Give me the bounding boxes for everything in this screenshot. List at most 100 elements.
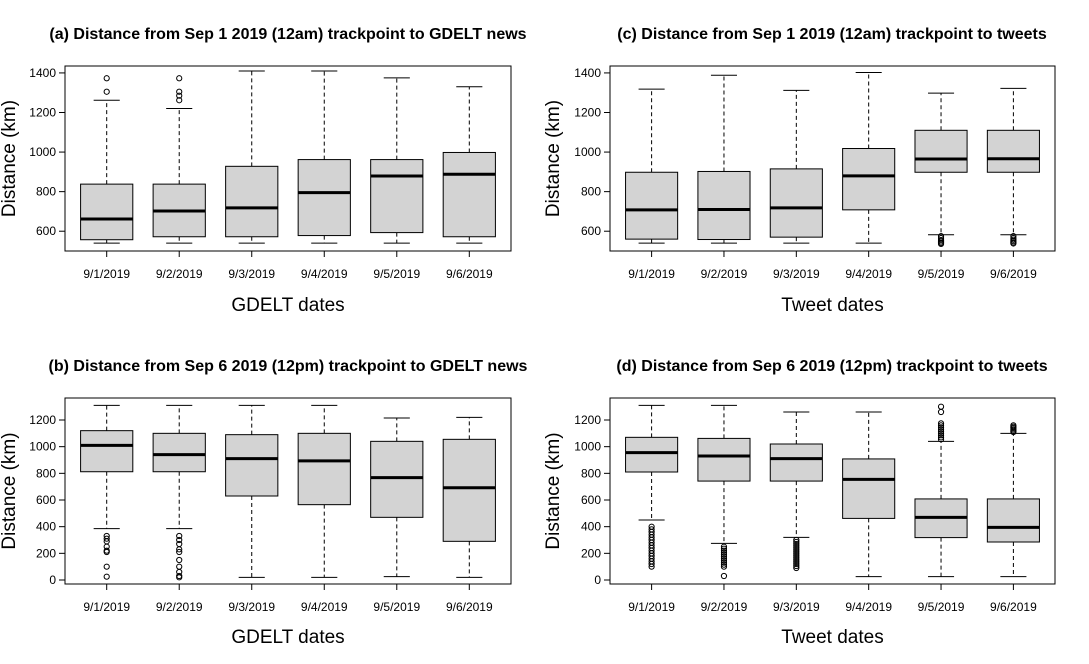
box-9-3-2019 (225, 404, 279, 578)
outlier-point (176, 532, 183, 540)
outlier-point (720, 549, 728, 556)
x-tick-label: 9/2/2019 (156, 267, 203, 281)
y-tick-label: 800 (36, 185, 56, 199)
box-9-4-2019 (842, 411, 896, 578)
x-axis-label: GDELT dates (231, 627, 344, 648)
outlier-point (720, 547, 728, 554)
x-tick-label: 9/1/2019 (628, 600, 675, 614)
box-iqr (225, 165, 279, 238)
box-9-2-2019 (697, 74, 751, 244)
x-tick-label: 9/4/2019 (845, 600, 892, 614)
x-tick-label: 9/3/2019 (773, 267, 820, 281)
y-tick-label: 1000 (29, 440, 56, 454)
chart-title: (a) Distance from Sep 1 2019 (12am) trac… (49, 26, 526, 43)
y-tick-label: 1000 (574, 440, 601, 454)
x-tick-label: 9/6/2019 (990, 267, 1037, 281)
x-tick-label: 9/3/2019 (228, 267, 275, 281)
box-iqr (986, 498, 1040, 543)
x-tick-label: 9/4/2019 (301, 267, 348, 281)
box-9-6-2019 (986, 87, 1040, 247)
outlier-point (793, 544, 800, 552)
outlier-point (720, 553, 728, 560)
outlier-point (176, 75, 183, 82)
outlier-point (937, 426, 945, 433)
outlier-point (176, 92, 183, 99)
box-iqr (842, 148, 896, 211)
outlier-point (720, 543, 728, 550)
outlier-point (720, 561, 728, 568)
box-iqr (297, 432, 351, 506)
box-9-2-2019 (152, 404, 206, 581)
outlier-point (793, 536, 800, 544)
outlier-point (103, 548, 110, 556)
box-9-1-2019 (80, 75, 134, 244)
x-tick-label: 9/5/2019 (373, 600, 420, 614)
box-9-5-2019 (370, 417, 424, 578)
y-axis-label: Distance (km) (0, 432, 20, 549)
x-tick-label: 9/6/2019 (990, 600, 1037, 614)
outlier-point (103, 573, 110, 580)
y-tick-label: 600 (581, 493, 601, 507)
outlier-point (720, 563, 728, 570)
x-axis-label: GDELT dates (231, 295, 344, 316)
box-9-6-2019 (442, 416, 496, 578)
box-iqr (842, 458, 896, 519)
chart-panel-d: (d) Distance from Sep 6 2019 (12pm) trac… (543, 358, 1056, 648)
outlier-point (648, 560, 655, 568)
outlier-point (937, 240, 945, 247)
outlier-point (176, 88, 183, 95)
outlier-point (1010, 240, 1017, 247)
box-iqr (370, 440, 424, 518)
y-tick-label: 1000 (29, 145, 56, 159)
y-tick-label: 200 (36, 546, 56, 560)
box-iqr (442, 151, 496, 238)
outlier-point (720, 559, 728, 566)
outlier-point (937, 436, 945, 443)
chart-title: (c) Distance from Sep 1 2019 (12am) trac… (617, 26, 1047, 43)
y-tick-label: 1200 (574, 413, 601, 427)
y-tick-label: 600 (581, 224, 601, 238)
y-tick-label: 600 (36, 224, 56, 238)
box-9-1-2019 (80, 404, 134, 580)
box-iqr (769, 168, 823, 238)
outlier-point (793, 564, 800, 572)
outlier-point (793, 552, 800, 560)
box-9-6-2019 (986, 422, 1040, 578)
x-tick-label: 9/2/2019 (701, 267, 748, 281)
box-iqr (986, 129, 1040, 173)
box-9-3-2019 (769, 411, 823, 572)
outlier-point (103, 563, 110, 570)
outlier-point (720, 551, 728, 558)
box-iqr (225, 434, 279, 497)
y-tick-label: 1400 (574, 66, 601, 80)
box-iqr (697, 170, 751, 241)
plot-frame (609, 65, 1056, 252)
box-iqr (625, 436, 679, 473)
box-iqr (769, 443, 823, 482)
x-tick-label: 9/1/2019 (83, 600, 130, 614)
outlier-point (793, 538, 800, 546)
outlier-point (937, 403, 945, 410)
outlier-point (793, 556, 800, 564)
y-axis-label: Distance (km) (543, 100, 564, 217)
outlier-point (937, 430, 945, 437)
outlier-point (176, 574, 183, 581)
x-axis-label: Tweet dates (781, 295, 883, 316)
outlier-point (793, 562, 800, 570)
outlier-point (1010, 422, 1017, 429)
outlier-point (720, 557, 728, 564)
box-9-1-2019 (625, 404, 679, 570)
outlier-point (937, 428, 945, 435)
chart-title: (d) Distance from Sep 6 2019 (12pm) trac… (616, 358, 1047, 375)
outlier-point (176, 97, 183, 104)
y-tick-label: 800 (581, 466, 601, 480)
x-tick-label: 9/6/2019 (446, 600, 493, 614)
box-9-4-2019 (297, 70, 351, 244)
outlier-point (937, 408, 945, 416)
chart-panel-a: (a) Distance from Sep 1 2019 (12am) trac… (0, 26, 527, 316)
box-iqr (914, 129, 968, 173)
box-9-5-2019 (370, 77, 424, 244)
plot-frame (64, 65, 512, 252)
y-tick-label: 0 (594, 573, 601, 587)
outlier-point (793, 550, 800, 558)
